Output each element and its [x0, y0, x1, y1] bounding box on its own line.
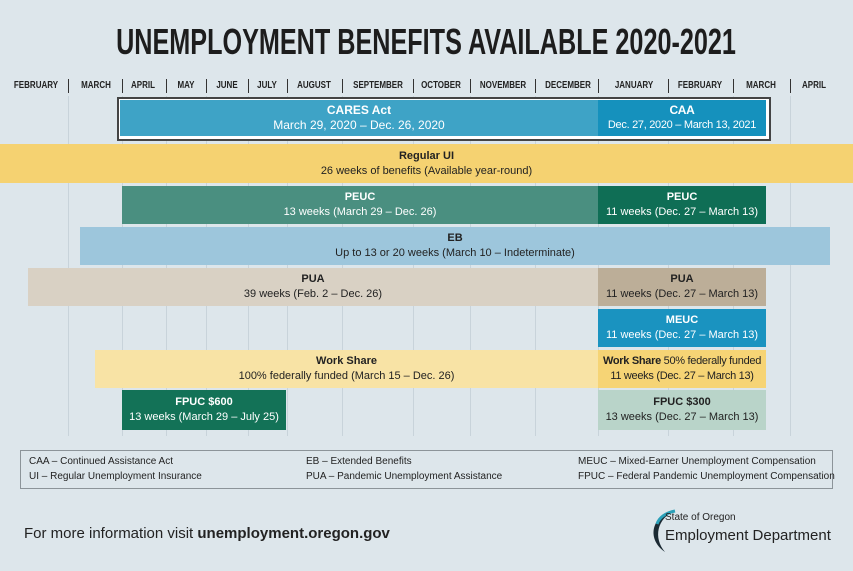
more-info-link[interactable]: unemployment.oregon.gov	[197, 525, 390, 542]
fpuc-caa-desc: 13 weeks (Dec. 27 – March 13)	[605, 411, 759, 423]
workshare-caa-desc: 11 weeks (Dec. 27 – March 13)	[610, 370, 754, 382]
meuc-caa-bar: MEUC 11 weeks (Dec. 27 – March 13)	[598, 309, 766, 347]
eb-bar: EB Up to 13 or 20 weeks (March 10 – Indet…	[80, 227, 830, 265]
month-gridline	[470, 96, 471, 436]
month-gridline	[598, 96, 599, 436]
fpuc-caa-label: FPUC $300	[653, 396, 711, 408]
peuc-bar: PEUC 13 weeks (March 29 – Dec. 26)	[122, 186, 598, 224]
month-label: AUGUST	[297, 80, 331, 91]
legend: CAA – Continued Assistance Act UI – Regu…	[20, 450, 835, 489]
workshare-caa-label: Work Share	[602, 355, 661, 367]
peuc-caa-desc: 11 weeks (Dec. 27 – March 13)	[605, 206, 759, 218]
caa-label: CAA	[669, 103, 695, 117]
month-gridline	[668, 96, 669, 436]
month-label: MARCH	[746, 80, 776, 91]
month-separator	[206, 79, 207, 93]
month-gridline	[342, 96, 343, 436]
eb-label: EB	[447, 232, 463, 244]
month-gridline	[790, 96, 791, 436]
month-label: JUNE	[216, 80, 238, 91]
peuc-caa-bar: PEUC 11 weeks (Dec. 27 – March 13)	[598, 186, 766, 224]
month-separator	[68, 79, 69, 93]
meuc-caa-label: MEUC	[665, 314, 699, 326]
pua-caa-label: PUA	[670, 273, 694, 285]
month-gridline	[733, 96, 734, 436]
workshare-bar: Work Share 100% federally funded (March 1…	[95, 350, 598, 388]
pua-caa-desc: 11 weeks (Dec. 27 – March 13)	[605, 288, 759, 300]
month-gridline	[166, 96, 167, 436]
month-separator	[668, 79, 669, 93]
fpuc-label: FPUC $600	[175, 396, 233, 408]
month-separator	[598, 79, 599, 93]
month-gridline	[68, 96, 69, 436]
peuc-label: PEUC	[344, 191, 376, 203]
regular-ui-bar: Regular UI 26 weeks of benefits (Availabl…	[0, 144, 853, 183]
month-label: MARCH	[81, 80, 111, 91]
month-label: JANUARY	[614, 80, 654, 91]
legend-item: FPUC – Federal Pandemic Unemployment Com…	[578, 471, 835, 482]
pua-caa-bar: PUA 11 weeks (Dec. 27 – March 13)	[598, 268, 766, 306]
month-gridline	[248, 96, 249, 436]
fpuc-caa-bar: FPUC $300 13 weeks (Dec. 27 – March 13)	[598, 390, 766, 430]
month-label: JULY	[257, 80, 277, 91]
pua-bar: PUA 39 weeks (Feb. 2 – Dec. 26)	[28, 268, 598, 306]
workshare-label: Work Share	[316, 355, 377, 367]
month-separator	[122, 79, 123, 93]
workshare-caa-bar: Work Share 50% federally funded 11 weeks …	[598, 350, 766, 388]
month-gridline	[413, 96, 414, 436]
month-label: SEPTEMBER	[353, 80, 403, 91]
page-title: UNEMPLOYMENT BENEFITS AVAILABLE 2020-202…	[116, 21, 736, 62]
fpuc-bar: FPUC $600 13 weeks (March 29 – July 25)	[122, 390, 286, 430]
caa-dates: Dec. 27, 2020 – March 13, 2021	[607, 119, 757, 131]
workshare-caa-note: 50% federally funded	[663, 355, 762, 367]
fpuc-desc: 13 weeks (March 29 – July 25)	[129, 411, 279, 423]
month-gridline	[206, 96, 207, 436]
month-label: FEBRUARY	[13, 80, 59, 91]
month-separator	[790, 79, 791, 93]
peuc-desc: 13 weeks (March 29 – Dec. 26)	[283, 206, 437, 218]
pua-label: PUA	[301, 273, 325, 285]
month-gridline	[287, 96, 288, 436]
month-label: APRIL	[131, 80, 155, 91]
month-separator	[287, 79, 288, 93]
cares-act-label: CARES Act	[326, 103, 392, 117]
month-separator	[248, 79, 249, 93]
oregon-employment-logo: State of Oregon Employment Department	[645, 508, 835, 554]
month-label: OCTOBER	[421, 80, 461, 91]
month-label: FEBRUARY	[677, 80, 723, 91]
eb-desc: Up to 13 or 20 weeks (March 10 – Indeter…	[335, 247, 575, 259]
month-label: MAY	[177, 80, 195, 91]
month-label: NOVEMBER	[479, 80, 527, 91]
ui-label: Regular UI	[398, 149, 454, 162]
logo-line2: Employment Department	[665, 527, 831, 544]
peuc-caa-label: PEUC	[666, 191, 698, 203]
month-separator	[535, 79, 536, 93]
meuc-caa-desc: 11 weeks (Dec. 27 – March 13)	[605, 329, 759, 341]
month-label: APRIL	[802, 80, 826, 91]
logo-swoosh-icon	[653, 509, 676, 552]
month-gridline	[122, 96, 123, 436]
pua-desc: 39 weeks (Feb. 2 – Dec. 26)	[243, 288, 383, 300]
month-separator	[733, 79, 734, 93]
legend-item: MEUC – Mixed-Earner Unemployment Compens…	[578, 456, 816, 467]
workshare-desc: 100% federally funded (March 15 – Dec. 2…	[238, 370, 455, 382]
legend-item: UI – Regular Unemployment Insurance	[29, 471, 202, 482]
cares-act-bar: CARES Act March 29, 2020 – Dec. 26, 2020	[120, 100, 598, 136]
more-info-prefix: For more information visit	[24, 525, 198, 542]
month-label: DECEMBER	[545, 80, 591, 91]
month-separator	[470, 79, 471, 93]
month-separator	[413, 79, 414, 93]
ui-desc: 26 weeks of benefits (Available year-rou…	[320, 164, 533, 177]
caa-bar: CAA Dec. 27, 2020 – March 13, 2021	[598, 100, 766, 136]
more-info-text: For more information visit unemployment.…	[24, 525, 390, 542]
legend-item: EB – Extended Benefits	[306, 456, 412, 467]
logo-line1: State of Oregon	[665, 512, 736, 523]
legend-item: PUA – Pandemic Unemployment Assistance	[306, 471, 503, 482]
cares-act-dates: March 29, 2020 – Dec. 26, 2020	[273, 118, 445, 132]
month-separator	[166, 79, 167, 93]
month-separator	[342, 79, 343, 93]
legend-item: CAA – Continued Assistance Act	[29, 456, 173, 467]
month-gridline	[535, 96, 536, 436]
